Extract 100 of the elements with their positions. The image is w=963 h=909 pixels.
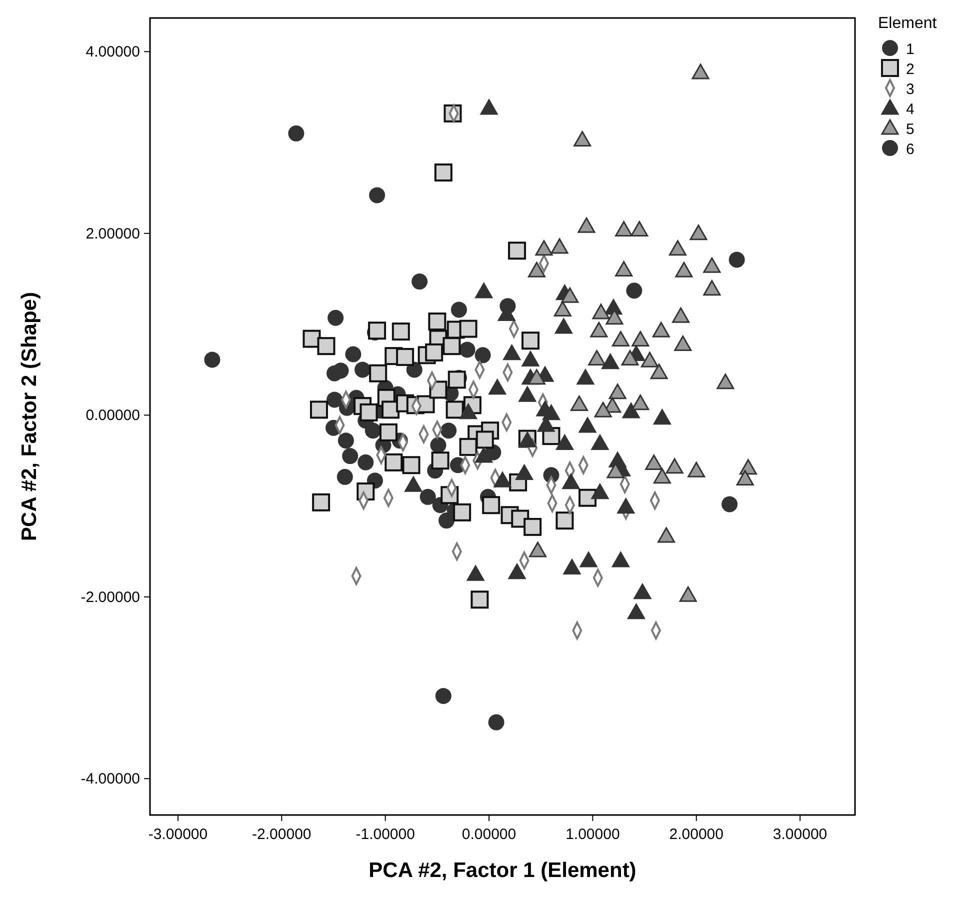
point [453,503,472,522]
point [703,280,721,296]
point [475,447,493,463]
point [666,458,684,474]
point [561,287,579,303]
point [535,240,553,256]
point [578,217,596,233]
legend-label: 1 [906,41,914,58]
point [588,350,606,366]
point [459,342,476,358]
point [722,496,738,512]
legend-label: 2 [906,61,914,78]
point [442,337,461,356]
point [431,452,450,470]
point [653,409,671,425]
point [475,282,493,298]
point [626,282,642,299]
point [621,350,639,366]
point [716,374,734,390]
point [556,434,574,450]
y-tick-label: -2.00000 [80,588,140,606]
point [317,337,336,356]
point [529,542,546,558]
point [369,187,386,204]
point [672,307,690,323]
point [592,304,610,320]
x-tick-label: 3.00000 [772,826,828,843]
point [434,163,452,182]
point [204,352,220,368]
point [528,262,546,278]
x-tick-label: -1.00000 [356,826,415,843]
point [379,423,398,442]
point [615,220,633,236]
point [608,384,626,400]
point [288,125,304,142]
point [476,430,494,449]
point [428,312,446,331]
point [591,434,609,450]
point [524,518,542,536]
point [430,437,446,454]
point [645,454,663,470]
point [503,344,521,360]
point [578,417,596,433]
point [674,336,692,351]
point [494,472,512,488]
point [450,302,467,318]
point [578,488,597,507]
legend-label: 6 [906,141,914,158]
point [328,310,344,326]
point [658,527,676,543]
legend-label: 3 [906,81,914,98]
point [692,64,710,80]
point [570,395,588,411]
x-axis-title: PCA #2, Factor 1 (Element) [368,859,636,882]
point [675,262,693,278]
point [594,402,612,418]
x-tick-label: -3.00000 [148,826,208,843]
point [338,432,354,449]
point [404,476,422,492]
point [459,438,478,456]
point [580,552,598,568]
point [446,400,464,419]
point [354,362,371,378]
point [615,260,633,276]
point [728,252,745,268]
point [480,99,498,115]
point [310,400,328,419]
point [342,448,358,464]
point [542,404,560,420]
point [650,364,668,380]
point [632,394,650,410]
point [459,320,478,338]
point [562,474,580,490]
point [521,332,540,350]
point [652,322,670,338]
point [563,559,581,575]
point [358,454,374,470]
point [690,224,708,240]
point [470,590,489,609]
point [576,369,594,385]
point [688,462,706,478]
point [574,131,592,147]
point [435,688,452,704]
point [640,352,658,368]
point [528,369,546,385]
point [634,584,652,600]
y-tick-label: 0.00000 [86,407,140,424]
point [302,330,321,348]
x-tick-label: -2.00000 [252,826,312,843]
point [488,379,506,395]
point [653,468,671,484]
point [516,464,534,480]
y-tick-label: -4.00000 [80,770,140,788]
point [679,586,697,602]
point [360,403,378,422]
point [590,322,608,338]
point [554,318,572,334]
point [368,322,386,340]
point [369,364,388,382]
point [627,604,645,620]
